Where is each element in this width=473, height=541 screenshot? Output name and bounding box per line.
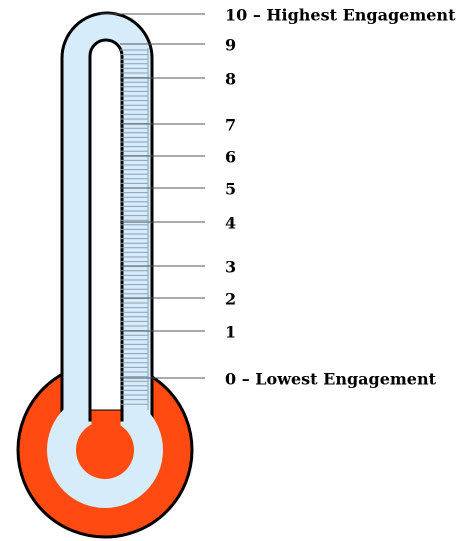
scale-label: 0 – Lowest Engagement [225,370,437,389]
scale-label: 10 – Highest Engagement [225,6,456,25]
scale-label: 7 [225,116,236,135]
thermometer [18,13,192,537]
scale-label: 1 [225,323,236,342]
scale-label: 2 [225,290,236,309]
bulb-core [76,421,134,479]
scale-label: 9 [225,36,236,55]
scale-label: 5 [225,180,236,199]
scale-label: 4 [225,214,236,233]
scale-label: 6 [225,148,236,167]
scale-label: 8 [225,70,236,89]
tube-inner [90,40,122,420]
thermometer-diagram: 10 – Highest Engagement 9 8 7 6 5 4 3 2 1 0 – Lowe… [0,0,473,541]
scale-label: 3 [225,258,236,277]
